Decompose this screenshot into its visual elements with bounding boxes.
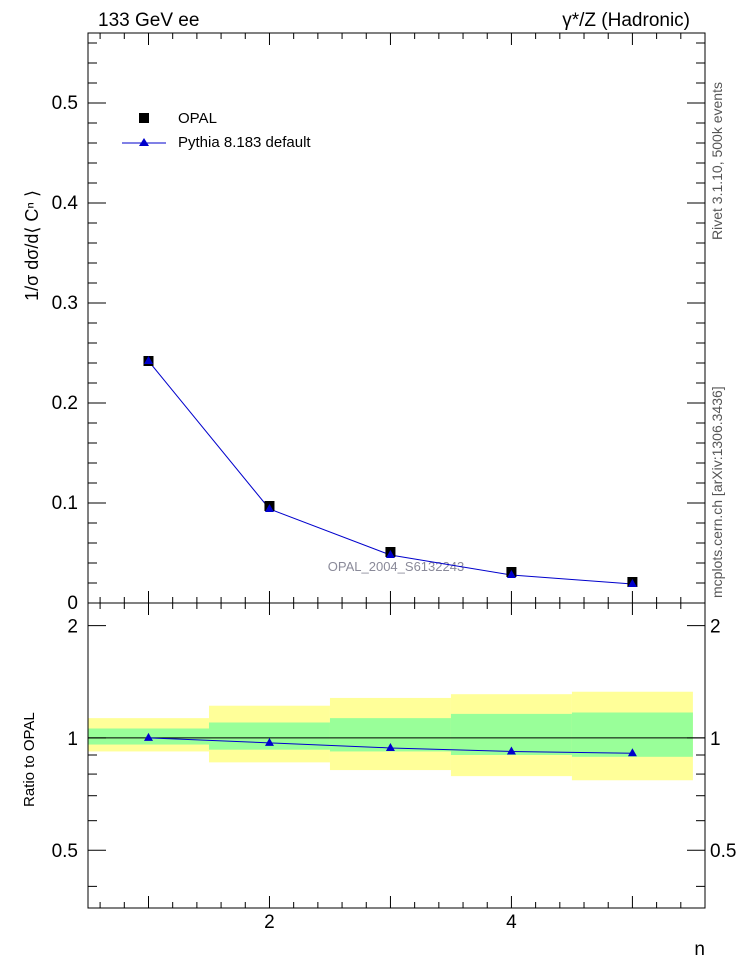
mc-point-pythia [385,550,395,558]
legend-label-opal: OPAL [178,110,217,127]
legend-marker-pythia [139,138,149,146]
y-tick-label: 0.2 [52,393,78,414]
mc-point-pythia [143,356,153,364]
main-y-axis-title: 1/σ dσ/d⟨ Cⁿ ⟩ [22,190,42,301]
rivet-version-label: Rivet 3.1.10, 500k events [709,82,725,240]
ratio-y-axis: 0.5 0.5 1 1 2 2 [52,617,736,887]
ratio-point [385,742,395,751]
x-tick-label: 4 [506,912,517,933]
ratio-point [506,746,516,755]
x-axis-title: n [694,939,705,960]
ratio-y-tick-label-right: 2 [710,617,721,638]
y-tick-label: 0.3 [52,293,78,314]
x-tick-label: 2 [264,912,275,933]
y-tick-label: 0 [67,593,78,614]
ratio-point [264,737,274,746]
legend-marker-opal [139,113,149,123]
mc-point-pythia [264,504,274,512]
ratio-point [627,748,637,757]
y-tick-label: 0.5 [52,93,78,114]
ratio-bands [88,691,693,781]
ratio-point [143,732,153,741]
mc-point-pythia [627,579,637,587]
ratio-y-tick-label-left: 0.5 [52,841,78,862]
plot-title-left: 133 GeV ee [98,10,199,31]
ratio-frame [87,602,706,909]
y-tick-label: 0.4 [52,193,79,214]
ratio-y-tick-label-right: 1 [710,729,721,750]
legend-label-pythia: Pythia 8.183 default [178,134,311,151]
ratio-y-tick-label-right: 0.5 [710,841,736,862]
ratio-y-axis-title: Ratio to OPAL [21,712,38,807]
mcplots-label: mcplots.cern.ch [arXiv:1306.3436] [709,386,725,598]
legend: OPAL Pythia 8.183 default [122,110,311,151]
ratio-y-tick-label-left: 1 [67,729,78,750]
ratio-series-layer [143,732,637,757]
mc-point-pythia [506,570,516,578]
plot-title-right: γ*/Z (Hadronic) [562,10,690,31]
main-x-axis [99,33,682,603]
watermark-label: OPAL_2004_S6132243 [328,559,464,574]
main-panel: OPAL_2004_S6132243 0 0.1 0.2 0.3 0.4 0.5 1/σ … [22,32,706,614]
main-y-axis: 0 0.1 0.2 0.3 0.4 0.5 [52,42,705,614]
ratio-y-tick-label-left: 2 [67,617,78,638]
main-series-layer [143,356,638,587]
y-tick-label: 0.1 [52,493,78,514]
